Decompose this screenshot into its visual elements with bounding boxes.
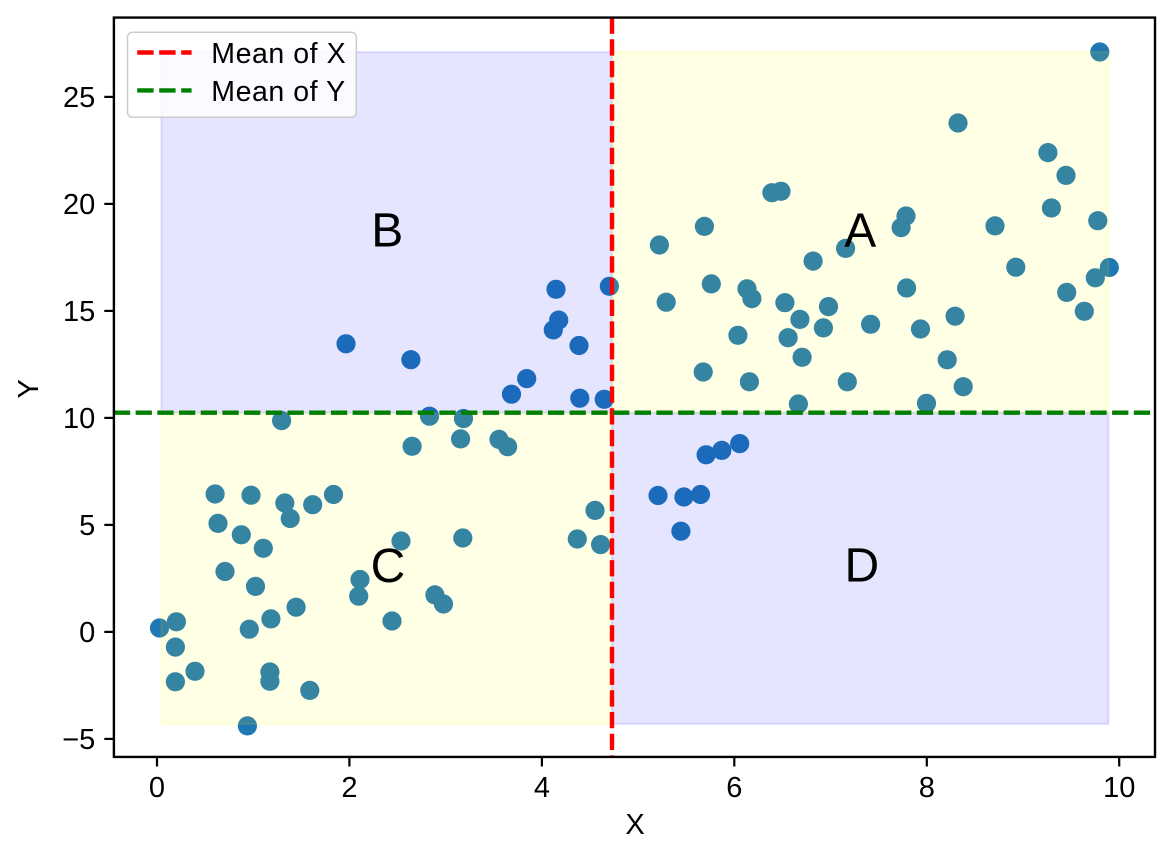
svg-text:Mean of X: Mean of X: [211, 38, 346, 70]
svg-text:8: 8: [919, 772, 935, 804]
svg-text:4: 4: [534, 772, 550, 804]
svg-text:6: 6: [726, 772, 742, 804]
svg-text:10: 10: [1103, 772, 1135, 804]
svg-text:0: 0: [79, 617, 95, 649]
svg-text:Mean of Y: Mean of Y: [211, 76, 345, 108]
svg-text:5: 5: [79, 510, 95, 542]
svg-text:−5: −5: [62, 724, 95, 756]
svg-text:15: 15: [63, 296, 95, 328]
svg-text:2: 2: [341, 772, 357, 804]
svg-text:B: B: [371, 204, 403, 257]
svg-text:A: A: [844, 205, 876, 258]
svg-text:X: X: [625, 809, 644, 841]
svg-text:20: 20: [63, 189, 95, 221]
svg-text:25: 25: [63, 82, 95, 114]
svg-text:Y: Y: [13, 379, 45, 398]
svg-text:10: 10: [63, 403, 95, 435]
svg-text:D: D: [844, 540, 879, 593]
svg-text:0: 0: [149, 772, 165, 804]
svg-text:C: C: [371, 540, 406, 593]
